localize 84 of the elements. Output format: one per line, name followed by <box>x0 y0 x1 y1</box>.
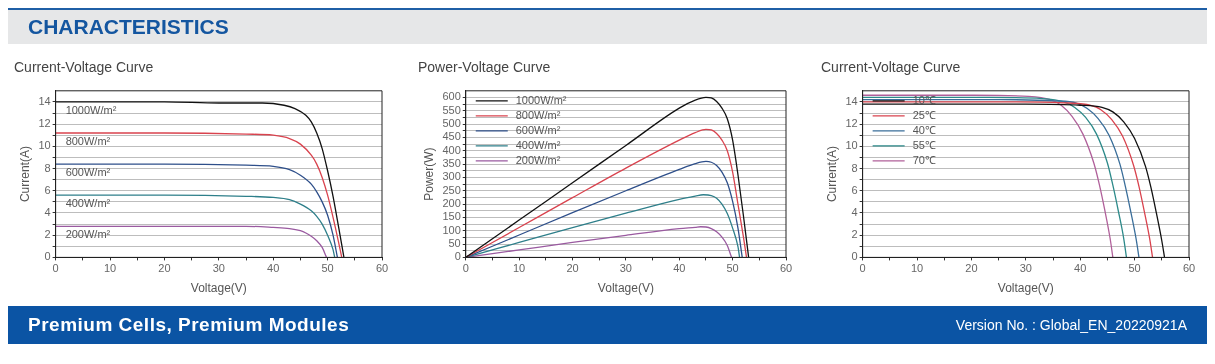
y-tick-label: 14 <box>845 94 858 107</box>
text: Version No. : Global_EN_20220921A <box>955 317 1187 333</box>
legend-label: 55℃ <box>912 138 936 151</box>
legend-label: 800W/m² <box>515 108 561 121</box>
x-tick-label: 0 <box>52 262 59 275</box>
y-axis-title: Current(A) <box>824 146 839 203</box>
series-label: 400W/m² <box>65 197 111 210</box>
y-tick-label: 100 <box>441 223 461 236</box>
x-tick-label: 50 <box>726 262 739 275</box>
series-label: 800W/m² <box>65 135 111 148</box>
y-tick-label: 450 <box>441 130 461 143</box>
line-series <box>55 163 339 258</box>
y-tick-label: 350 <box>441 157 461 170</box>
chart-title: Current-Voltage Curve <box>14 59 154 76</box>
legend-label: 400W/m² <box>515 138 561 151</box>
series-label: 600W/m² <box>65 166 111 179</box>
y-tick-label: 400 <box>441 143 461 156</box>
x-tick-label: 10 <box>103 262 117 275</box>
y-tick-label: 2 <box>851 228 858 241</box>
x-axis-title: Voltage(V) <box>597 281 654 296</box>
y-tick-label: 0 <box>851 250 858 263</box>
y-tick-label: 8 <box>44 161 51 174</box>
y-tick-label: 10 <box>38 139 51 152</box>
x-tick-label: 60 <box>779 262 792 275</box>
y-axis-title: Current(A) <box>17 146 32 203</box>
x-tick-label: 0 <box>859 262 866 275</box>
text: Premium Cells, Premium Modules <box>28 314 350 336</box>
x-axis-title: Voltage(V) <box>997 281 1054 296</box>
line-series <box>55 132 343 258</box>
legend-label: 1000W/m² <box>515 93 567 106</box>
x-tick-label: 30 <box>1019 262 1032 275</box>
x-tick-label: 20 <box>965 262 978 275</box>
y-tick-label: 4 <box>851 206 858 218</box>
line-series <box>55 194 336 258</box>
x-tick-label: 10 <box>910 262 924 275</box>
x-axis-title: Voltage(V) <box>190 281 247 296</box>
line-series <box>465 128 747 258</box>
text: CHARACTERISTICS <box>8 8 1207 44</box>
y-tick-label: 2 <box>44 228 51 241</box>
y-tick-label: 600 <box>441 90 461 103</box>
legend-label: 70℃ <box>912 153 936 166</box>
line-series <box>55 225 328 258</box>
x-tick-label: 0 <box>462 262 469 275</box>
x-tick-label: 10 <box>512 262 525 275</box>
legend-label: 25℃ <box>912 108 936 121</box>
x-tick-label: 20 <box>158 262 171 275</box>
x-tick-label: 40 <box>1074 262 1087 275</box>
line-series <box>465 96 749 258</box>
y-tick-label: 6 <box>851 183 858 196</box>
chart-title: Power-Voltage Curve <box>417 59 550 76</box>
y-tick-label: 8 <box>851 161 858 174</box>
x-tick-label: 50 <box>1128 262 1141 275</box>
y-tick-label: 200 <box>441 197 461 210</box>
x-tick-label: 50 <box>321 262 334 275</box>
y-tick-label: 0 <box>454 250 461 263</box>
y-tick-label: 4 <box>44 206 51 218</box>
y-tick-label: 0 <box>44 250 51 263</box>
y-tick-label: 150 <box>441 210 461 223</box>
x-tick-label: 40 <box>672 262 685 275</box>
legend-label: 200W/m² <box>515 153 561 166</box>
y-tick-label: 12 <box>38 117 51 130</box>
legend-label: 600W/m² <box>515 123 561 136</box>
series-label: 1000W/m² <box>65 103 117 116</box>
y-tick-label: 550 <box>441 103 461 116</box>
x-tick-label: 30 <box>619 262 632 275</box>
x-tick-label: 30 <box>212 262 225 275</box>
y-tick-label: 12 <box>845 117 858 130</box>
y-tick-label: 50 <box>448 237 461 250</box>
x-tick-label: 60 <box>375 262 389 275</box>
y-tick-label: 10 <box>845 139 858 152</box>
legend-label: 10℃ <box>912 93 936 106</box>
series-label: 200W/m² <box>65 228 111 241</box>
x-tick-label: 40 <box>267 262 280 275</box>
y-tick-label: 300 <box>441 170 461 183</box>
x-tick-label: 20 <box>565 262 579 275</box>
y-tick-label: 500 <box>441 117 461 130</box>
y-tick-label: 250 <box>441 183 461 196</box>
y-axis-title: Power(W) <box>421 147 436 201</box>
x-tick-label: 60 <box>1182 262 1196 275</box>
chart-title: Current-Voltage Curve <box>821 59 961 76</box>
line-series <box>55 101 345 258</box>
y-tick-label: 14 <box>38 94 51 107</box>
y-tick-label: 6 <box>44 183 51 196</box>
legend-label: 40℃ <box>912 123 936 136</box>
